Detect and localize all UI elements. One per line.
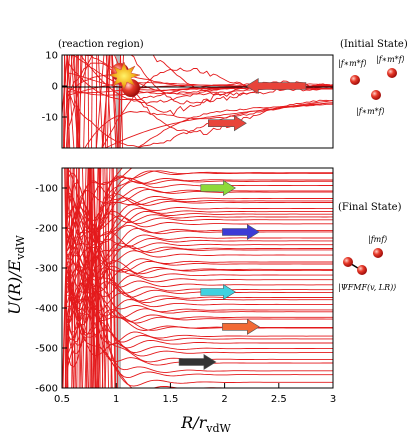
x-tick-label: 1.5 bbox=[162, 394, 178, 405]
ket-initial-1: |f∗m*f⟩ bbox=[338, 59, 367, 68]
y-tick-label: -100 bbox=[35, 184, 58, 195]
potential-curve bbox=[102, 168, 106, 388]
potential-curve bbox=[84, 100, 333, 148]
potential-curve bbox=[76, 168, 80, 388]
potential-curve bbox=[94, 168, 101, 388]
potential-curve bbox=[112, 168, 117, 388]
ket-initial-3: |f∗m*f⟩ bbox=[356, 107, 385, 116]
y-tick-label: -200 bbox=[35, 224, 58, 235]
atom-icon bbox=[373, 248, 383, 258]
top-arrows bbox=[208, 77, 307, 132]
y-axis-label: U(R)/EvdW bbox=[5, 234, 27, 314]
potential-curve bbox=[65, 55, 73, 148]
red-arrow bbox=[245, 77, 307, 95]
potential-curve bbox=[66, 55, 71, 148]
potential-curve bbox=[116, 168, 119, 388]
final-state-diagram: |fmf⟩ |ΨFMF(v, LR)⟩ bbox=[338, 235, 396, 292]
top-ticks: 10 0 -10 bbox=[42, 51, 67, 124]
potential-curve bbox=[101, 168, 108, 388]
bottom-arrows bbox=[178, 179, 260, 371]
potential-curve bbox=[104, 168, 111, 388]
ket-initial-2: |f∗m*f⟩ bbox=[376, 55, 405, 64]
potential-curve bbox=[95, 55, 105, 148]
potential-curve bbox=[62, 55, 68, 120]
potential-curve bbox=[70, 55, 79, 148]
y-tick-label: -600 bbox=[35, 384, 58, 395]
reaction-region-label: (reaction region) bbox=[58, 39, 144, 50]
potential-curve bbox=[93, 168, 101, 388]
potential-curve bbox=[83, 55, 87, 148]
potential-curve bbox=[91, 55, 93, 148]
potential-curve bbox=[74, 55, 79, 148]
potential-curve bbox=[104, 168, 109, 388]
orange-arrow bbox=[222, 318, 260, 335]
bottom-axes-frame bbox=[61, 167, 334, 389]
potential-curve bbox=[90, 168, 92, 388]
initial-state-diagram: |f∗m*f⟩ |f∗m*f⟩ |f∗m*f⟩ bbox=[338, 55, 405, 116]
x-tick-label: 1 bbox=[113, 394, 119, 405]
green-arrow bbox=[200, 179, 236, 197]
potential-curve bbox=[73, 168, 78, 388]
atom-icon bbox=[350, 75, 360, 85]
potential-curve bbox=[92, 168, 100, 388]
potential-curve bbox=[85, 168, 89, 388]
x-axis-label: R/rvdW bbox=[180, 413, 231, 435]
black-arrow bbox=[178, 353, 217, 371]
y-tick-label: 10 bbox=[45, 51, 58, 62]
top-axes-frame bbox=[61, 54, 334, 149]
y-tick-label: -500 bbox=[35, 344, 58, 355]
potential-curve bbox=[104, 55, 108, 148]
potential-curve bbox=[67, 55, 75, 148]
x-tick-label: 2.5 bbox=[271, 394, 287, 405]
molecule-icon bbox=[357, 265, 367, 275]
potential-curve bbox=[87, 55, 90, 148]
y-tick-label: 0 bbox=[52, 82, 58, 93]
reaction-molecule-icon bbox=[107, 61, 141, 97]
cyan-arrow bbox=[200, 283, 236, 301]
top-panel: 10 0 -10 bbox=[42, 51, 334, 149]
y-tick-label: -10 bbox=[42, 113, 58, 124]
bottom-shaded-region bbox=[116, 168, 121, 388]
initial-state-label: (Initial State) bbox=[340, 39, 408, 50]
potential-curve bbox=[79, 55, 82, 148]
ket-final-atom: |fmf⟩ bbox=[368, 235, 387, 244]
x-tick-label: 3 bbox=[330, 394, 336, 405]
potential-curve bbox=[95, 55, 98, 148]
top-shaded-region bbox=[116, 55, 121, 148]
potential-curve bbox=[76, 168, 82, 388]
potential-curve bbox=[89, 168, 97, 388]
molecule-icon bbox=[343, 257, 353, 267]
atom-icon bbox=[387, 68, 397, 78]
potential-curve bbox=[96, 168, 102, 388]
x-tick-label: 0.5 bbox=[54, 394, 70, 405]
bottom-curves bbox=[62, 168, 333, 388]
ket-final-molecule: |ΨFMF(v, LR)⟩ bbox=[338, 283, 396, 292]
potential-curve bbox=[77, 55, 80, 148]
y-axis-label-main: U(R)/E bbox=[5, 259, 24, 314]
x-axis-label-sub: vdW bbox=[205, 422, 231, 435]
red-arrow bbox=[208, 115, 247, 132]
y-tick-label: -300 bbox=[35, 264, 58, 275]
potential-curve bbox=[70, 168, 77, 388]
potential-curve bbox=[80, 168, 87, 388]
x-tick-label: 2 bbox=[221, 394, 227, 405]
final-state-label: (Final State) bbox=[338, 202, 402, 213]
blue-arrow bbox=[222, 223, 260, 241]
potential-curve bbox=[64, 168, 68, 388]
potential-curve bbox=[111, 168, 116, 388]
x-axis-label-main: R/r bbox=[180, 413, 207, 432]
atom-icon bbox=[371, 90, 381, 100]
potential-curve bbox=[106, 168, 113, 388]
y-axis-label-sub: vdW bbox=[14, 234, 27, 260]
y-tick-label: -400 bbox=[35, 304, 58, 315]
potential-curve bbox=[63, 55, 65, 148]
potential-curve bbox=[82, 168, 89, 388]
potential-curve bbox=[66, 197, 333, 234]
svg-text:U(R)/EvdW: U(R)/EvdW bbox=[5, 234, 27, 314]
